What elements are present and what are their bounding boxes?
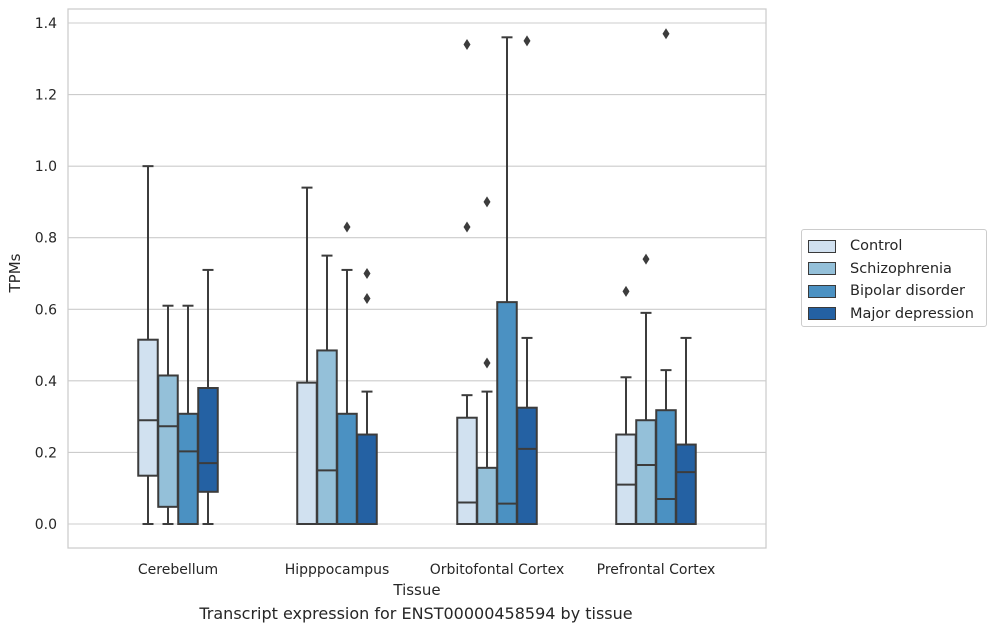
y-tick-label: 1.4 xyxy=(35,16,57,32)
legend-item: Major depression xyxy=(802,303,986,326)
box-body xyxy=(456,416,478,525)
box-bipolar-disorder xyxy=(496,36,518,525)
box-body xyxy=(336,412,358,525)
y-tick-label: 1.0 xyxy=(35,159,57,175)
x-tick-label: Cerebellum xyxy=(138,562,218,578)
box-bipolar-disorder xyxy=(177,304,199,525)
outlier-point xyxy=(483,196,491,208)
box-bipolar-disorder xyxy=(336,221,358,525)
box-major-depression xyxy=(516,35,538,526)
box-body xyxy=(496,301,518,525)
outlier-point xyxy=(483,357,491,369)
legend-swatch xyxy=(808,262,836,276)
legend-swatch xyxy=(808,307,836,321)
legend-item: Control xyxy=(802,235,986,258)
box-body xyxy=(516,406,538,526)
outlier-point xyxy=(363,293,371,305)
box-body xyxy=(635,419,657,526)
box-body xyxy=(157,374,179,508)
y-tick-label: 0.4 xyxy=(35,374,57,390)
y-axis-ticks: 0.0 0.2 0.4 0.6 0.8 1.0 1.2 1.4 xyxy=(35,16,57,533)
plot-frame xyxy=(67,8,767,549)
box-major-depression xyxy=(356,268,378,525)
box-schizophrenia xyxy=(635,253,657,526)
box-control xyxy=(615,285,637,525)
box-schizophrenia xyxy=(476,196,498,526)
y-tick-label: 0.6 xyxy=(35,302,57,318)
legend-label: Bipolar disorder xyxy=(850,283,965,300)
box-body xyxy=(615,433,637,525)
legend: Control Schizophrenia Bipolar disorder Majo… xyxy=(801,229,987,327)
box-body xyxy=(296,381,318,525)
legend-swatch xyxy=(808,239,836,253)
chart-caption: Transcript expression for ENST0000045859… xyxy=(199,604,633,623)
box-body xyxy=(177,412,199,525)
y-tick-label: 0.0 xyxy=(35,517,57,533)
box-body xyxy=(655,409,677,525)
box-body xyxy=(356,433,378,525)
outlier-point xyxy=(363,268,371,279)
y-tick-label: 0.2 xyxy=(35,445,57,461)
legend-item: Bipolar disorder xyxy=(802,280,986,303)
box-body xyxy=(137,338,159,477)
outlier-point xyxy=(463,221,471,233)
outlier-point xyxy=(343,221,351,233)
legend-swatch xyxy=(808,284,836,298)
x-axis-label: Tissue xyxy=(392,581,440,599)
x-tick-label: Hipppocampus xyxy=(285,562,390,578)
box-bipolar-disorder xyxy=(655,28,677,525)
legend-label: Schizophrenia xyxy=(850,260,952,277)
box-major-depression xyxy=(675,336,697,526)
box-control xyxy=(296,186,318,525)
box-control xyxy=(137,165,159,525)
outlier-point xyxy=(622,285,630,297)
box-schizophrenia xyxy=(157,304,179,525)
box-body xyxy=(476,466,498,526)
outlier-point xyxy=(662,28,670,40)
outlier-point xyxy=(642,253,650,265)
legend-item: Schizophrenia xyxy=(802,258,986,281)
outlier-point xyxy=(463,38,471,50)
x-tick-label: Orbitofontal Cortex xyxy=(430,562,565,578)
box-plots xyxy=(137,28,697,526)
x-tick-label: Prefrontal Cortex xyxy=(597,562,716,578)
box-body xyxy=(316,349,338,526)
box-control xyxy=(456,38,478,525)
outlier-point xyxy=(523,35,531,47)
legend-label: Major depression xyxy=(850,305,974,322)
box-body xyxy=(197,387,219,493)
x-axis-ticks: Cerebellum Hipppocampus Orbitofontal Corte… xyxy=(138,562,715,578)
box-major-depression xyxy=(197,268,219,525)
y-tick-label: 1.2 xyxy=(35,88,57,104)
box-body xyxy=(675,443,697,526)
y-tick-label: 0.8 xyxy=(35,231,57,247)
box-schizophrenia xyxy=(316,254,338,526)
legend-label: Control xyxy=(850,238,903,255)
y-axis-label: TPMs xyxy=(6,253,24,293)
